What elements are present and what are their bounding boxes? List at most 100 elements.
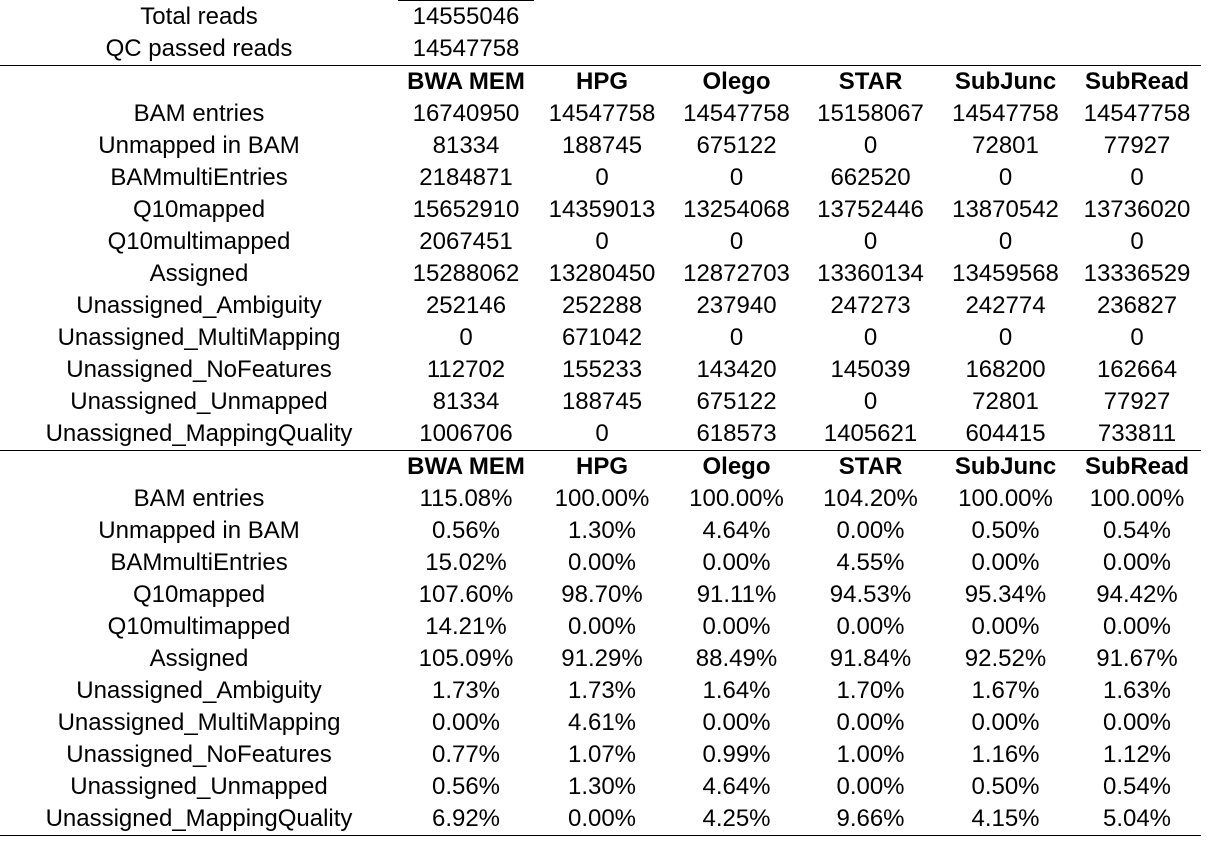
empty-cell (938, 1, 1073, 34)
value-cell: 4.64% (702, 773, 771, 800)
value-cell: 91.67% (1096, 645, 1178, 672)
value-cell: 1006706 (419, 420, 513, 447)
value-cell: 4.15% (938, 803, 1073, 836)
empty-cell (938, 33, 1073, 66)
value-cell: 14359013 (548, 196, 656, 223)
percent-row: Unassigned_Unmapped 0.56% 1.30% 4.64% 0.00% 0… (0, 771, 1201, 803)
row-label: Q10mapped (132, 196, 266, 223)
count-row: Q10multimapped 2067451 0 0 0 0 0 (0, 226, 1201, 258)
column-header: SubJunc (938, 65, 1073, 98)
summary-value: 14547758 (412, 35, 520, 62)
value-cell: 675122 (696, 388, 777, 415)
value-cell: 0 (863, 388, 878, 415)
value-cell: 247273 (830, 292, 911, 319)
value-cell: 91.29% (561, 645, 643, 672)
value-cell: 91.11% (696, 581, 777, 608)
value-cell: 13280450 (548, 260, 656, 287)
percent-row: BAMmultiEntries 15.02% 0.00% 0.00% 4.55% 0.00… (0, 547, 1201, 579)
percent-row: Unmapped in BAM 0.56% 1.30% 4.64% 0.00% 0.50%… (0, 515, 1201, 547)
value-cell: 13736020 (1083, 196, 1191, 223)
value-cell: 81334 (432, 388, 500, 415)
column-header: SubRead (1073, 450, 1201, 483)
value-cell: 236827 (1096, 292, 1178, 319)
value-cell: 14547758 (1083, 100, 1191, 127)
value-cell: 237940 (696, 292, 777, 319)
value-cell: 143420 (696, 356, 777, 383)
row-label: Unassigned_Ambiguity (76, 292, 322, 319)
value-cell: 0.56% (431, 773, 501, 800)
summary-row: QC passed reads 14547758 (0, 33, 1201, 66)
value-cell: 107.60% (418, 581, 514, 608)
value-cell: 618573 (696, 420, 777, 447)
value-cell: 0.00% (534, 803, 670, 836)
summary-label: QC passed reads (105, 35, 293, 62)
row-label: Unassigned_MappingQuality (0, 803, 398, 836)
empty-cell (1073, 1, 1201, 34)
row-label: Unmapped in BAM (98, 132, 300, 159)
value-cell: 0 (729, 228, 744, 255)
column-header: BWA MEM (398, 450, 534, 483)
value-cell: 162664 (1096, 356, 1178, 383)
value-cell: 188745 (561, 132, 643, 159)
summary-value: 14555046 (398, 0, 534, 33)
value-cell: 9.66% (803, 803, 938, 836)
value-cell: 72801 (972, 132, 1039, 159)
value-cell: 0 (1130, 164, 1144, 191)
value-cell: 14547758 (683, 100, 790, 127)
row-label: Q10multimapped (107, 613, 291, 640)
row-label: Q10multimapped (107, 228, 291, 255)
value-cell: 0 (459, 324, 473, 351)
percent-row: Unassigned_MultiMapping 0.00% 4.61% 0.00% 0.… (0, 707, 1201, 739)
value-cell: 0.00% (971, 613, 1040, 640)
value-cell: 77927 (1103, 132, 1171, 159)
value-cell: 0 (998, 228, 1013, 255)
value-cell: 13459568 (952, 260, 1059, 287)
row-label: Unassigned_MultiMapping (57, 709, 341, 736)
empty-cell (534, 33, 670, 66)
column-header-row: BWA MEM HPG Olego STAR SubJunc SubRead (0, 450, 1201, 483)
empty-cell (1073, 33, 1201, 66)
percent-row: Assigned 105.09% 91.29% 88.49% 91.84% 92.52% 9… (0, 643, 1201, 675)
value-cell: 252146 (425, 292, 507, 319)
percent-row: BAM entries 115.08% 100.00% 100.00% 104.20% 1… (0, 483, 1201, 515)
value-cell: 91.84% (829, 645, 912, 672)
count-row: Unassigned_NoFeatures 112702 155233 143420 1… (0, 354, 1201, 386)
value-cell: 2184871 (419, 164, 513, 191)
value-cell: 5.04% (1073, 803, 1201, 836)
value-cell: 92.52% (964, 645, 1047, 672)
value-cell: 0.54% (1102, 517, 1172, 544)
value-cell: 0 (863, 324, 878, 351)
value-cell: 100.00% (958, 485, 1053, 512)
value-cell: 0.50% (971, 773, 1040, 800)
value-cell: 0.00% (836, 709, 905, 736)
count-row: Assigned 15288062 13280450 12872703 13360134… (0, 258, 1201, 290)
column-header: HPG (534, 65, 670, 98)
value-cell: 0.54% (1102, 773, 1172, 800)
value-cell: 0.00% (971, 709, 1040, 736)
value-cell: 188745 (561, 388, 643, 415)
value-cell: 675122 (696, 132, 777, 159)
value-cell: 12872703 (683, 260, 790, 287)
column-header: BWA MEM (398, 65, 534, 98)
value-cell: 0.00% (1102, 613, 1172, 640)
value-cell: 0 (998, 324, 1013, 351)
value-cell: 0 (729, 164, 744, 191)
value-cell: 0 (1130, 228, 1144, 255)
value-cell: 168200 (965, 356, 1046, 383)
row-label: Q10mapped (132, 581, 266, 608)
row-label: Assigned (149, 645, 249, 672)
value-cell: 1.73% (431, 677, 501, 704)
row-label: Unassigned_NoFeatures (66, 741, 332, 768)
column-header: STAR (803, 450, 938, 483)
value-cell: 0.00% (431, 709, 501, 736)
value-cell: 0 (729, 324, 744, 351)
empty-cell (803, 33, 938, 66)
percent-row: Unassigned_Ambiguity 1.73% 1.73% 1.64% 1.70%… (0, 675, 1201, 707)
value-cell: 1.12% (1102, 741, 1172, 768)
value-cell: 0.00% (836, 773, 905, 800)
empty-cell (803, 1, 938, 34)
value-cell: 4.55% (836, 549, 905, 576)
count-row: Unmapped in BAM 81334 188745 675122 0 72801 77… (0, 130, 1201, 162)
percent-row: Unassigned_NoFeatures 0.77% 1.07% 0.99% 1.00… (0, 739, 1201, 771)
value-cell: 0.77% (431, 741, 501, 768)
